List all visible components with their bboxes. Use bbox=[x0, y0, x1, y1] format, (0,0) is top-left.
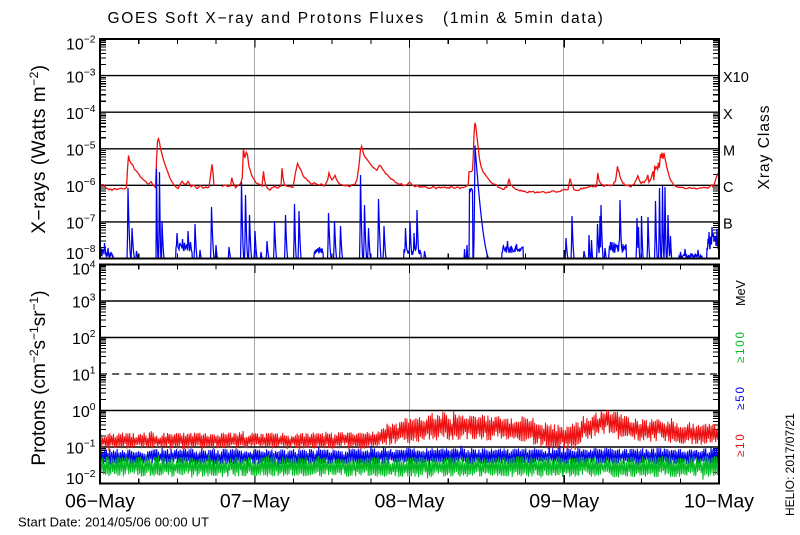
svg-text:X10: X10 bbox=[723, 70, 749, 86]
svg-text:07−May: 07−May bbox=[220, 491, 290, 513]
svg-text:≥10: ≥10 bbox=[735, 432, 747, 457]
svg-text:06−May: 06−May bbox=[65, 491, 135, 513]
svg-text:X−rays (Watts m−2): X−rays (Watts m−2) bbox=[27, 64, 50, 233]
svg-text:≥50: ≥50 bbox=[735, 385, 747, 410]
svg-text:GOES Soft X−ray and Protons Fl: GOES Soft X−ray and Protons Fluxes (1min… bbox=[107, 10, 604, 27]
svg-text:≥100: ≥100 bbox=[735, 330, 747, 363]
svg-text:B: B bbox=[723, 217, 733, 233]
svg-text:Protons (cm−2s−1sr−1): Protons (cm−2s−1sr−1) bbox=[27, 290, 50, 465]
svg-text:Start Date: 2014/05/06 00:00 U: Start Date: 2014/05/06 00:00 UT bbox=[18, 515, 209, 530]
svg-text:HELIO: 2017/07/21: HELIO: 2017/07/21 bbox=[783, 413, 797, 516]
svg-text:X: X bbox=[723, 107, 733, 123]
svg-text:Xray Class: Xray Class bbox=[756, 105, 773, 190]
svg-text:MeV: MeV bbox=[734, 279, 748, 305]
svg-text:10−May: 10−May bbox=[684, 491, 754, 513]
svg-text:09−May: 09−May bbox=[529, 491, 599, 513]
svg-text:08−May: 08−May bbox=[375, 491, 445, 513]
svg-text:M: M bbox=[723, 143, 735, 159]
svg-text:C: C bbox=[723, 180, 733, 196]
